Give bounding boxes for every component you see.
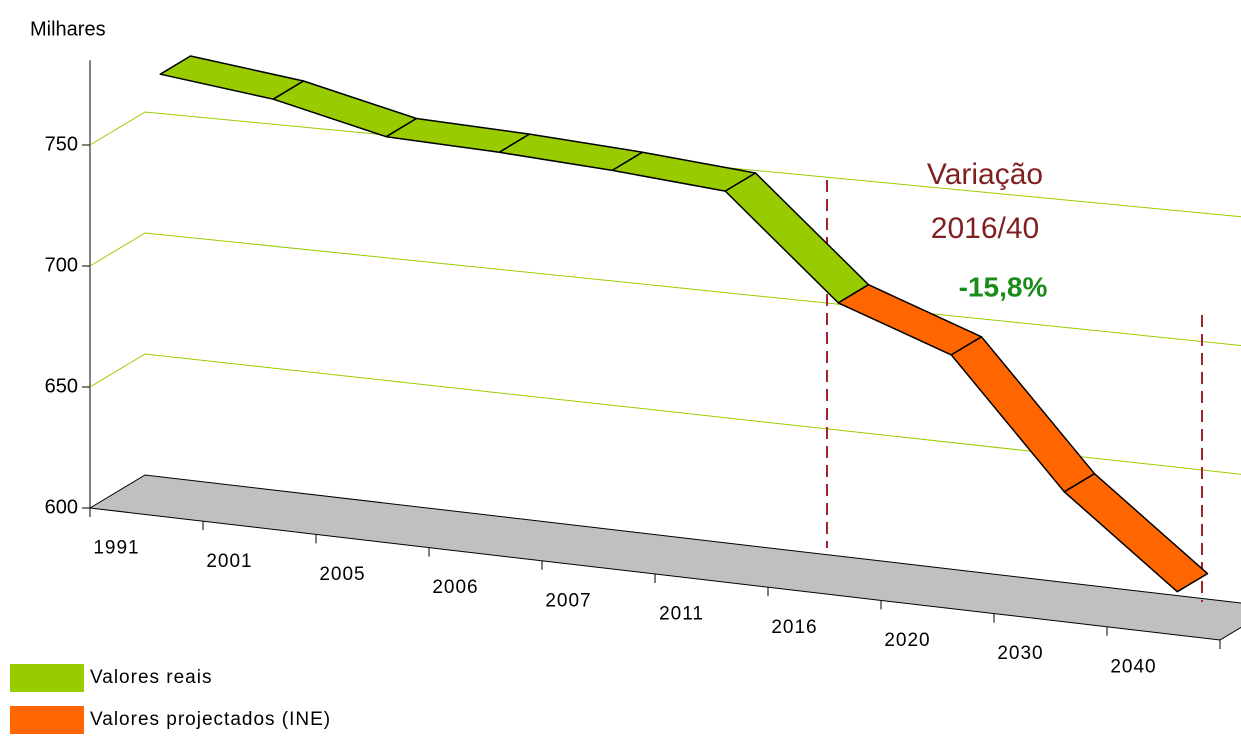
legend-label: Valores reais [90,667,212,688]
y-tick-label: 600 [45,496,78,518]
x-tick-label: 2011 [659,604,704,625]
x-tick-label: 2007 [545,590,591,611]
line-segment [724,172,870,304]
y-tick-label: 750 [45,133,78,155]
line-segment [272,80,418,138]
annotation-value: -15,8% [959,271,1048,302]
annotation-period: 2016/40 [931,212,1039,245]
grid-line [89,353,1241,475]
grid-line [89,111,1241,218]
annotation-title: Variação [927,158,1043,191]
line-segment [159,55,305,100]
x-tick-label: 2030 [997,643,1043,664]
y-axis-title: Milhares [30,18,106,40]
grid-line [89,232,1241,347]
legend-swatch [10,706,84,734]
line-segment [950,336,1096,493]
y-tick-label: 700 [45,254,78,276]
x-tick-label: 2020 [884,630,930,651]
x-tick-label: 2016 [771,617,817,638]
line-segment [1063,472,1209,593]
series-layer [159,55,1209,593]
x-tick-label: 2006 [432,577,478,598]
y-tick-label: 650 [45,375,78,397]
x-tick-label: 1991 [93,538,139,559]
legend-label: Valores projectados (INE) [90,709,331,730]
floor [88,474,1241,641]
x-tick-label: 2005 [319,564,365,585]
legend-swatch [10,664,84,692]
x-tick-label: 2040 [1110,656,1156,677]
x-tick-label: 2001 [206,551,252,572]
